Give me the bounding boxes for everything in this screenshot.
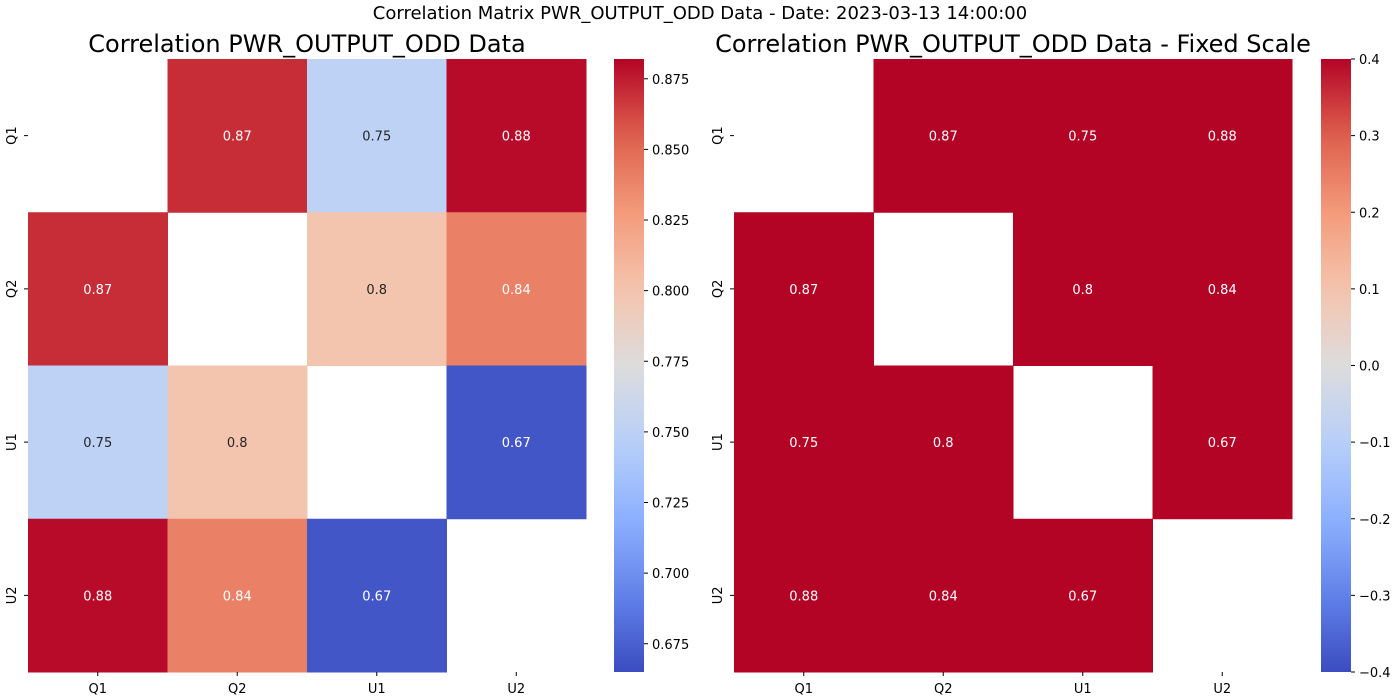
colorbar-tick-label: −0.3 [1359,589,1391,604]
y-tick-label: Q2 [711,280,726,299]
cell-annotation: 0.88 [502,130,531,145]
colorbar-tick-label: 0.4 [1359,53,1380,68]
heatmap-cell [28,212,168,366]
heatmap-cell [446,59,587,213]
heatmap-cell [1152,212,1293,366]
y-tick-label: Q2 [5,280,20,299]
heatmap-cell [167,518,308,673]
colorbar-tick-label: 0.675 [652,638,689,653]
colorbar-tick-label: 0.725 [652,497,689,512]
heatmap-cell [167,365,308,520]
heatmap-cell [873,518,1014,673]
heatmap-cell [307,212,447,366]
cell-annotation: 0.75 [789,436,818,451]
y-tick-label: U2 [711,586,726,604]
cell-annotation: 0.87 [789,283,818,298]
heatmap-cell [873,59,1014,213]
colorbar-tick-label: 0.825 [652,214,689,229]
colorbar-tick-label: 0.3 [1359,130,1380,145]
y-tick-label: U1 [5,433,20,451]
heatmap-cell [1013,518,1153,673]
cell-annotation: 0.84 [929,589,958,604]
cell-annotation: 0.75 [362,130,391,145]
cell-annotation: 0.8 [366,283,387,298]
y-tick-label: Q1 [5,126,20,145]
cell-annotation: 0.84 [502,283,531,298]
x-tick-label: U2 [1213,682,1231,697]
heatmap-cell [734,212,874,366]
cell-annotation: 0.67 [362,589,391,604]
colorbar [614,59,644,672]
y-tick-label: U1 [711,433,726,451]
heatmap-cell [1152,365,1293,520]
colorbar-tick-label: −0.2 [1359,513,1391,528]
x-tick-label: U2 [507,682,525,697]
y-tick-label: Q1 [711,126,726,145]
heatmap-cell [446,365,587,520]
cell-annotation: 0.75 [1068,130,1097,145]
x-tick-label: Q1 [794,682,813,697]
cell-annotation: 0.87 [929,130,958,145]
colorbar [1321,59,1351,672]
colorbar-tick-label: 0.775 [652,355,689,370]
colorbar-tick-label: 0.800 [652,285,689,300]
heatmap-cell [1013,59,1153,213]
colorbar-tick-label: −0.4 [1359,666,1391,681]
cell-annotation: 0.67 [502,436,531,451]
x-tick-label: Q2 [934,682,953,697]
cell-annotation: 0.75 [83,436,112,451]
heatmap-cell [28,365,168,520]
cell-annotation: 0.84 [1208,283,1237,298]
cell-annotation: 0.88 [789,589,818,604]
heatmap-cell [734,365,874,520]
colorbar-tick-label: 0.850 [652,143,689,158]
heatmap-cell [446,212,587,366]
cell-annotation: 0.67 [1208,436,1237,451]
chart-title: Correlation PWR_OUTPUT_ODD Data - Fixed … [715,30,1311,58]
cell-annotation: 0.87 [223,130,252,145]
cell-annotation: 0.84 [223,589,252,604]
heatmap-cell [734,518,874,673]
cell-annotation: 0.87 [83,283,112,298]
heatmap-cell [167,59,308,213]
colorbar-tick-label: 0.700 [652,567,689,582]
heatmap-cell [28,518,168,673]
x-tick-label: U1 [368,682,386,697]
x-tick-label: Q2 [228,682,247,697]
cell-annotation: 0.8 [933,436,954,451]
chart-title: Correlation PWR_OUTPUT_ODD Data [88,30,525,58]
heatmap-cell [873,365,1014,520]
heatmap-cell [307,59,447,213]
colorbar-tick-label: 0.2 [1359,206,1380,221]
cell-annotation: 0.8 [1072,283,1093,298]
heatmap-cell [307,518,447,673]
y-tick-label: U2 [5,586,20,604]
cell-annotation: 0.8 [227,436,248,451]
cell-annotation: 0.88 [83,589,112,604]
colorbar-tick-label: −0.1 [1359,436,1391,451]
colorbar-tick-label: 0.750 [652,426,689,441]
colorbar-tick-label: 0.1 [1359,283,1380,298]
heatmap-cell [1152,59,1293,213]
cell-annotation: 0.67 [1068,589,1097,604]
x-tick-label: U1 [1074,682,1092,697]
heatmap-cell [1013,212,1153,366]
x-tick-label: Q1 [88,682,107,697]
colorbar-tick-label: 0.875 [652,73,689,88]
heatmap-panel-right: Correlation PWR_OUTPUT_ODD Data - Fixed … [711,30,1391,697]
figure-suptitle: Correlation Matrix PWR_OUTPUT_ODD Data -… [373,3,1027,24]
cell-annotation: 0.88 [1208,130,1237,145]
colorbar-tick-label: 0.0 [1359,360,1380,375]
